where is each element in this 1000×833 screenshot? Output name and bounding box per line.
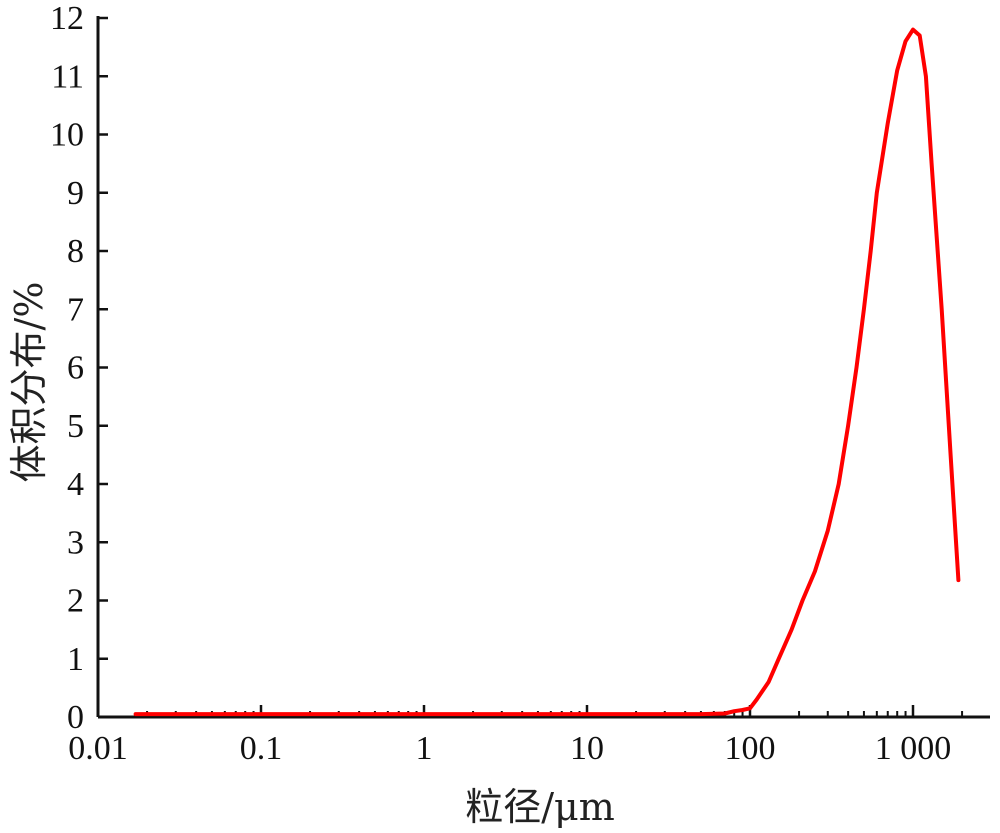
y-tick-label: 12 [50,0,84,37]
x-tick-label: 1 [416,730,433,767]
y-tick-label: 11 [51,58,84,95]
y-tick-label: 10 [50,117,84,154]
y-tick-label: 8 [67,233,84,270]
y-tick-label: 9 [67,175,84,212]
y-axis-label: 体积分布/% [7,282,51,483]
y-tick-label: 7 [67,291,84,328]
y-tick-label: 5 [67,408,84,445]
y-tick-label: 2 [67,583,84,620]
x-tick-label: 0.1 [240,730,283,767]
y-tick-label: 3 [67,524,84,561]
y-tick-label: 6 [67,350,84,387]
y-tick-label: 1 [67,641,84,678]
y-tick-label: 4 [67,466,84,503]
x-tick-label: 0.01 [68,730,128,767]
x-axis-label: 粒径/μm [465,785,615,829]
series-line [133,27,961,717]
x-tick-label: 1 000 [875,730,952,767]
series-group [133,27,961,717]
x-axis: 0.01 0.1 1 10 100 1 000 [68,705,990,767]
x-tick-label: 100 [725,730,776,767]
y-tick-label: 0 [67,699,84,736]
x-tick-label: 10 [570,730,604,767]
